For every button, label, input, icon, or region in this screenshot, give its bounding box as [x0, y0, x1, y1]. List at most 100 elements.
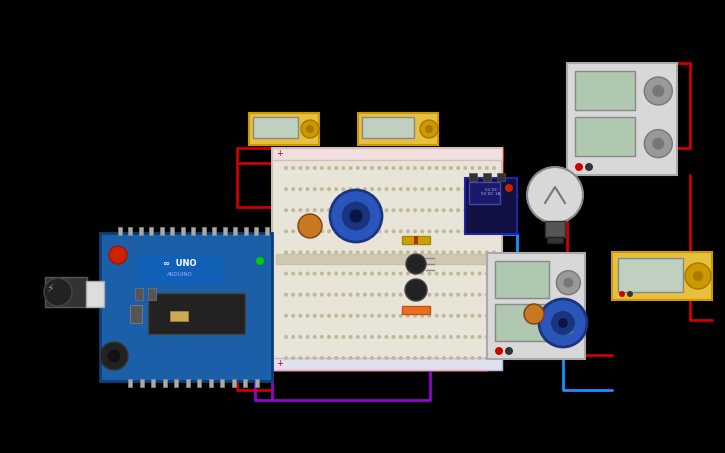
Circle shape [299, 356, 302, 360]
Circle shape [399, 335, 403, 339]
Bar [575, 117, 636, 156]
Bar [402, 306, 430, 314]
Circle shape [420, 120, 438, 138]
Circle shape [456, 335, 460, 339]
Circle shape [377, 293, 381, 297]
Circle shape [356, 166, 360, 170]
Circle shape [363, 356, 367, 360]
Circle shape [334, 271, 338, 275]
Circle shape [485, 208, 489, 212]
Circle shape [539, 299, 587, 347]
Bar [139, 227, 143, 235]
Circle shape [349, 293, 352, 297]
Circle shape [471, 229, 474, 233]
Circle shape [320, 335, 324, 339]
Circle shape [291, 271, 295, 275]
Circle shape [463, 251, 468, 255]
Circle shape [370, 229, 374, 233]
Circle shape [471, 314, 474, 318]
Circle shape [291, 356, 295, 360]
Circle shape [312, 229, 317, 233]
Circle shape [399, 314, 403, 318]
Circle shape [456, 293, 460, 297]
Circle shape [312, 208, 317, 212]
Bar [233, 227, 238, 235]
Circle shape [327, 293, 331, 297]
Bar [86, 281, 104, 307]
Circle shape [471, 187, 474, 191]
Circle shape [291, 314, 295, 318]
Bar [495, 304, 549, 341]
Circle shape [384, 208, 389, 212]
Circle shape [420, 208, 424, 212]
Circle shape [341, 271, 345, 275]
Circle shape [327, 229, 331, 233]
Circle shape [392, 271, 396, 275]
Bar [212, 227, 217, 235]
Circle shape [377, 314, 381, 318]
Circle shape [492, 335, 496, 339]
Ellipse shape [44, 278, 72, 306]
Circle shape [377, 166, 381, 170]
Circle shape [492, 208, 496, 212]
Circle shape [305, 271, 310, 275]
Circle shape [306, 125, 314, 133]
Circle shape [442, 314, 446, 318]
Circle shape [485, 314, 489, 318]
Circle shape [320, 166, 324, 170]
Circle shape [478, 251, 481, 255]
Bar [197, 379, 202, 387]
Circle shape [320, 356, 324, 360]
Circle shape [392, 356, 396, 360]
Bar [469, 182, 500, 204]
Circle shape [384, 251, 389, 255]
Bar [618, 258, 683, 292]
Circle shape [406, 187, 410, 191]
Circle shape [327, 314, 331, 318]
Circle shape [485, 166, 489, 170]
Circle shape [428, 251, 431, 255]
Circle shape [384, 335, 389, 339]
Circle shape [356, 271, 360, 275]
Bar [545, 221, 565, 237]
Circle shape [463, 314, 468, 318]
Circle shape [284, 187, 288, 191]
Bar [567, 63, 677, 175]
Circle shape [301, 120, 319, 138]
Circle shape [392, 208, 396, 212]
Circle shape [384, 356, 389, 360]
Bar [148, 288, 156, 300]
Circle shape [413, 187, 417, 191]
Circle shape [485, 251, 489, 255]
Circle shape [349, 209, 362, 222]
Circle shape [399, 187, 403, 191]
Circle shape [492, 229, 496, 233]
Bar [160, 227, 164, 235]
Circle shape [399, 356, 403, 360]
Circle shape [291, 335, 295, 339]
Circle shape [370, 271, 374, 275]
Circle shape [377, 251, 381, 255]
Circle shape [327, 271, 331, 275]
Bar [575, 71, 636, 110]
Bar [148, 293, 245, 334]
Bar [362, 117, 414, 138]
Text: ARDUINO: ARDUINO [167, 273, 193, 278]
Circle shape [471, 166, 474, 170]
Circle shape [420, 356, 424, 360]
Circle shape [652, 85, 664, 97]
Circle shape [334, 229, 338, 233]
Circle shape [334, 293, 338, 297]
Circle shape [327, 208, 331, 212]
Circle shape [442, 208, 446, 212]
Circle shape [434, 187, 439, 191]
Circle shape [299, 314, 302, 318]
Circle shape [305, 356, 310, 360]
Circle shape [527, 167, 583, 223]
Circle shape [334, 208, 338, 212]
Circle shape [363, 229, 367, 233]
Circle shape [442, 251, 446, 255]
Circle shape [370, 251, 374, 255]
Circle shape [449, 356, 453, 360]
Circle shape [434, 356, 439, 360]
